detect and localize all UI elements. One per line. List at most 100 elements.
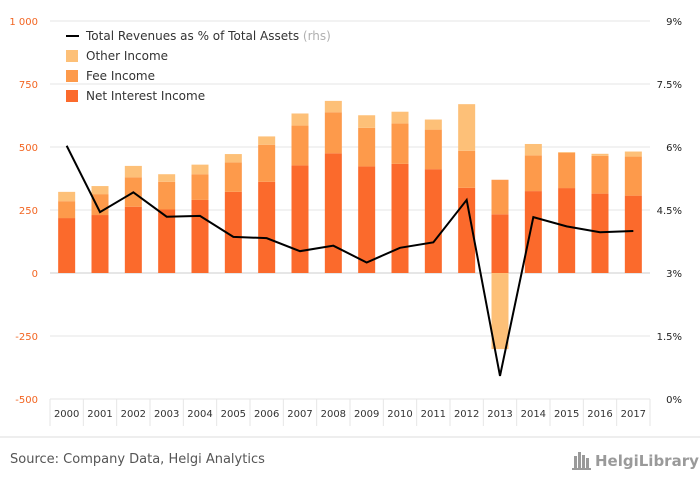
x-tick-label: 2007: [287, 409, 312, 420]
y-left-tick-label: 500: [19, 143, 38, 154]
bar-other-income: [524, 143, 542, 156]
bar-fee-income: [458, 150, 476, 188]
bar-net-interest-income: [491, 214, 509, 273]
bar-fee-income: [391, 123, 409, 164]
bar-net-interest-income: [291, 165, 309, 273]
bar-other-income: [91, 186, 109, 195]
legend-swatch: [66, 70, 78, 82]
y-left-tick-label: -250: [15, 332, 38, 343]
bar-fee-income: [224, 162, 242, 192]
brand-name: HelgiLibrary: [595, 452, 699, 470]
x-tick-label: 2003: [154, 409, 179, 420]
bar-net-interest-income: [558, 188, 576, 273]
x-tick-label: 2002: [121, 409, 146, 420]
line-layer: [65, 145, 634, 377]
x-tick-label: 2015: [554, 409, 579, 420]
bar-net-interest-income: [391, 163, 409, 273]
x-tick-label: 2001: [87, 409, 112, 420]
bar-net-interest-income: [424, 169, 442, 273]
line-total-revenues-pct-assets: [65, 145, 634, 377]
bar-other-income: [191, 164, 209, 175]
bar-fee-income: [624, 156, 642, 196]
bar-fee-income: [158, 181, 176, 210]
helgi-library-logo: HelgiLibrary: [572, 452, 699, 470]
x-tick-label: 2005: [221, 409, 246, 420]
bar-other-income: [458, 104, 476, 151]
y-left-tick-label: 1 000: [9, 17, 38, 28]
bar-net-interest-income: [624, 195, 642, 273]
bar-other-income: [591, 153, 609, 156]
bar-net-interest-income: [158, 209, 176, 273]
bar-other-income: [158, 174, 176, 182]
bar-other-income: [258, 136, 276, 145]
bar-net-interest-income: [358, 166, 376, 273]
bar-other-income: [224, 154, 242, 163]
x-tick-label: 2011: [421, 409, 446, 420]
grid-layer: [49, 20, 651, 426]
bar-net-interest-income: [258, 181, 276, 273]
x-tick-label: 2008: [321, 409, 346, 420]
bar-other-income: [324, 100, 342, 113]
bar-net-interest-income: [324, 153, 342, 273]
y-left-tick-label: -500: [15, 395, 38, 406]
bar-other-income: [391, 111, 409, 124]
y-right-tick-label: 9%: [666, 17, 682, 28]
bar-other-income: [291, 113, 309, 126]
bar-fee-income: [358, 127, 376, 167]
legend-swatch: [66, 90, 78, 102]
legend-label: Net Interest Income: [86, 89, 205, 103]
bar-other-income: [491, 273, 509, 350]
bar-fee-income: [58, 201, 76, 219]
x-tick-label: 2016: [587, 409, 612, 420]
bar-fee-income: [558, 152, 576, 189]
bar-net-interest-income: [458, 187, 476, 273]
bar-net-interest-income: [91, 215, 109, 273]
bar-fee-income: [324, 112, 342, 154]
bar-net-interest-income: [591, 193, 609, 273]
y-left-tick-label: 0: [32, 269, 38, 280]
y-right-tick-label: 1.5%: [657, 332, 682, 343]
y-left-tick-label: 250: [19, 206, 38, 217]
bar-layer: [58, 100, 642, 350]
x-tick-label: 2000: [54, 409, 79, 420]
x-tick-label: 2010: [387, 409, 412, 420]
axis-layer: 1 000 750 500 250 0 -250 -500 9% 7.5% 6% 4.5% 3% 1.5…: [9, 17, 682, 420]
bar-fee-income: [291, 125, 309, 166]
library-icon: [572, 452, 591, 470]
footer-source: Source: Company Data, Helgi Analytics: [10, 452, 265, 467]
x-tick-label: 2014: [521, 409, 546, 420]
legend-label: Other Income: [86, 49, 168, 63]
bar-fee-income: [524, 155, 542, 192]
legend: Total Revenues as % of Total Assets (rhs…: [66, 29, 331, 103]
bar-other-income: [58, 191, 76, 202]
x-tick-label: 2009: [354, 409, 379, 420]
bar-net-interest-income: [124, 206, 142, 273]
y-left-tick-label: 750: [19, 80, 38, 91]
x-tick-label: 2017: [621, 409, 646, 420]
bar-net-interest-income: [524, 191, 542, 273]
bar-other-income: [124, 165, 142, 178]
y-right-tick-label: 7.5%: [657, 80, 682, 91]
x-tick-label: 2004: [187, 409, 212, 420]
bar-other-income: [624, 151, 642, 157]
y-right-tick-label: 3%: [666, 269, 682, 280]
legend-label: Fee Income: [86, 69, 155, 83]
y-right-tick-label: 0%: [666, 395, 682, 406]
bar-other-income: [358, 115, 376, 128]
bar-net-interest-income: [224, 191, 242, 273]
x-tick-label: 2013: [487, 409, 512, 420]
bar-fee-income: [491, 179, 509, 215]
y-right-tick-label: 6%: [666, 143, 682, 154]
x-tick-label: 2012: [454, 409, 479, 420]
bar-other-income: [558, 152, 576, 153]
legend-label: Total Revenues as % of Total Assets (rhs…: [85, 29, 331, 43]
bar-net-interest-income: [191, 199, 209, 273]
legend-label-suffix: (rhs): [299, 29, 331, 43]
bar-fee-income: [424, 129, 442, 170]
x-tick-label: 2006: [254, 409, 279, 420]
bar-fee-income: [591, 155, 609, 194]
bar-net-interest-income: [58, 218, 76, 273]
bar-fee-income: [191, 174, 209, 200]
